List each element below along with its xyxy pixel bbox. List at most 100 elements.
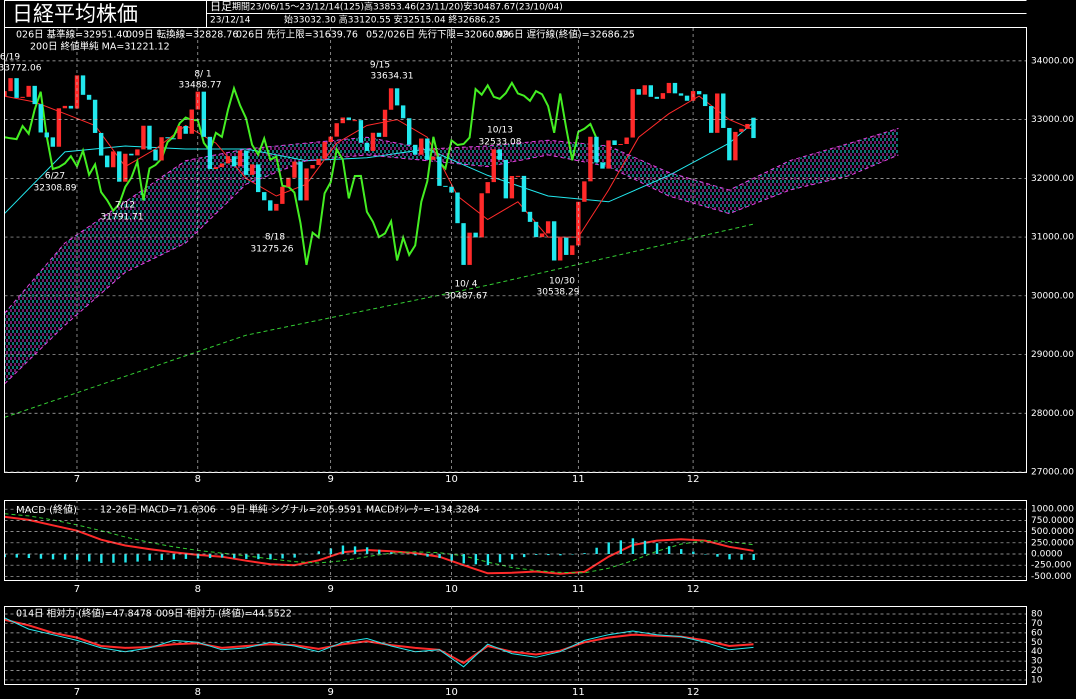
oscillator-bar [595, 547, 598, 555]
main-frame [4, 27, 1027, 473]
y-tick-label: 500.0000 [1031, 527, 1074, 537]
oscillator-bar [112, 554, 115, 563]
annotation-value: 33488.77 [179, 81, 222, 91]
header-title: 日経平均株価 [12, 2, 138, 26]
candle [231, 156, 237, 167]
oscillator-bar [281, 554, 284, 559]
oscillator-bar [728, 554, 731, 560]
candle [582, 181, 587, 202]
candle [654, 96, 660, 99]
candle [352, 120, 358, 122]
candle [479, 193, 484, 238]
oscillator-bar [136, 554, 139, 562]
oscillator-bar [365, 547, 369, 555]
candle [328, 136, 333, 142]
candle [340, 117, 345, 124]
candle [44, 132, 49, 138]
candle [237, 150, 243, 167]
x-tick-label: 11 [572, 474, 585, 485]
oscillator-bar [269, 554, 272, 560]
oscillator-bar [27, 554, 31, 559]
oscillator-bar [160, 554, 163, 561]
candle [274, 203, 279, 211]
oscillator-bar [716, 554, 719, 557]
oscillator-bar [438, 554, 441, 559]
y-tick-label: 27000.00 [1031, 468, 1074, 478]
legend-label: 026日 基準線=32951.40 [16, 29, 128, 41]
candle [455, 192, 460, 224]
candle [165, 137, 170, 139]
x-tick-label: 8 [195, 687, 201, 698]
legend-label: 9日 単純 シグナル=205.9591 [230, 504, 362, 516]
candle [262, 192, 267, 201]
cloud-fill [5, 128, 899, 384]
y-tick-label: 70 [1031, 619, 1043, 629]
candle [117, 151, 122, 182]
candle [74, 75, 80, 109]
candle [660, 93, 666, 99]
series-line [5, 618, 754, 665]
oscillator-bar [740, 554, 743, 560]
candle [473, 232, 478, 238]
candle [382, 109, 388, 137]
y-tick-label: -250.000 [1031, 561, 1072, 571]
series-line [5, 122, 754, 214]
annotation-date: 8/ 1 [194, 70, 211, 80]
oscillator-bar [643, 540, 647, 555]
legend-label: MACDｵｼﾚｰﾀｰ=-134.3284 [366, 505, 480, 516]
candle [225, 156, 231, 164]
annotation-value: 30538.29 [537, 288, 580, 298]
oscillator-bar [547, 554, 550, 556]
candle [5, 91, 7, 97]
candle [491, 149, 496, 183]
candle [684, 95, 690, 101]
annotation-date: 9/15 [370, 61, 390, 71]
oscillator-bar [63, 554, 67, 560]
candle [219, 163, 225, 168]
candle [564, 237, 569, 255]
candle [558, 237, 563, 261]
y-tick-label: 10 [1031, 675, 1043, 685]
candle [86, 94, 92, 100]
candle [8, 78, 13, 92]
candle [310, 165, 315, 169]
candle [551, 221, 557, 261]
oscillator-bar [414, 554, 417, 556]
oscillator-bar [667, 546, 671, 555]
candle [286, 177, 291, 187]
y-tick-label: 80 [1031, 610, 1043, 620]
x-tick-label: 12 [687, 474, 700, 485]
candle [280, 186, 285, 204]
y-tick-label: 32000.00 [1031, 174, 1074, 184]
candle [334, 123, 339, 137]
oscillator-bar [39, 554, 43, 559]
macd-frame [4, 500, 1027, 581]
oscillator-bar [329, 548, 333, 555]
candle [400, 105, 406, 119]
candle [123, 153, 128, 182]
legend-label: 009日 相対力 (終値)=44.5522 [156, 608, 292, 620]
candle [431, 156, 436, 160]
oscillator-bar [704, 554, 707, 555]
oscillator-bar [619, 540, 623, 555]
y-tick-label: 250.0000 [1031, 538, 1074, 548]
candle [715, 93, 720, 133]
candle [449, 186, 454, 193]
candle [189, 109, 194, 134]
y-tick-label: -500.000 [1031, 572, 1072, 582]
candle [370, 132, 376, 151]
candle [515, 175, 521, 177]
candle [745, 123, 750, 129]
x-tick-label: 12 [687, 687, 700, 698]
y-tick-label: 28000.00 [1031, 409, 1074, 419]
annotation-value: 32308.89 [34, 184, 77, 194]
candle [183, 126, 188, 134]
candle [50, 137, 56, 147]
candle [733, 131, 738, 161]
annotation-date: 6/19 [0, 53, 20, 63]
y-tick-label: 31000.00 [1031, 233, 1074, 243]
x-tick-label: 8 [195, 584, 201, 595]
candle [545, 221, 551, 234]
candle [153, 149, 158, 161]
